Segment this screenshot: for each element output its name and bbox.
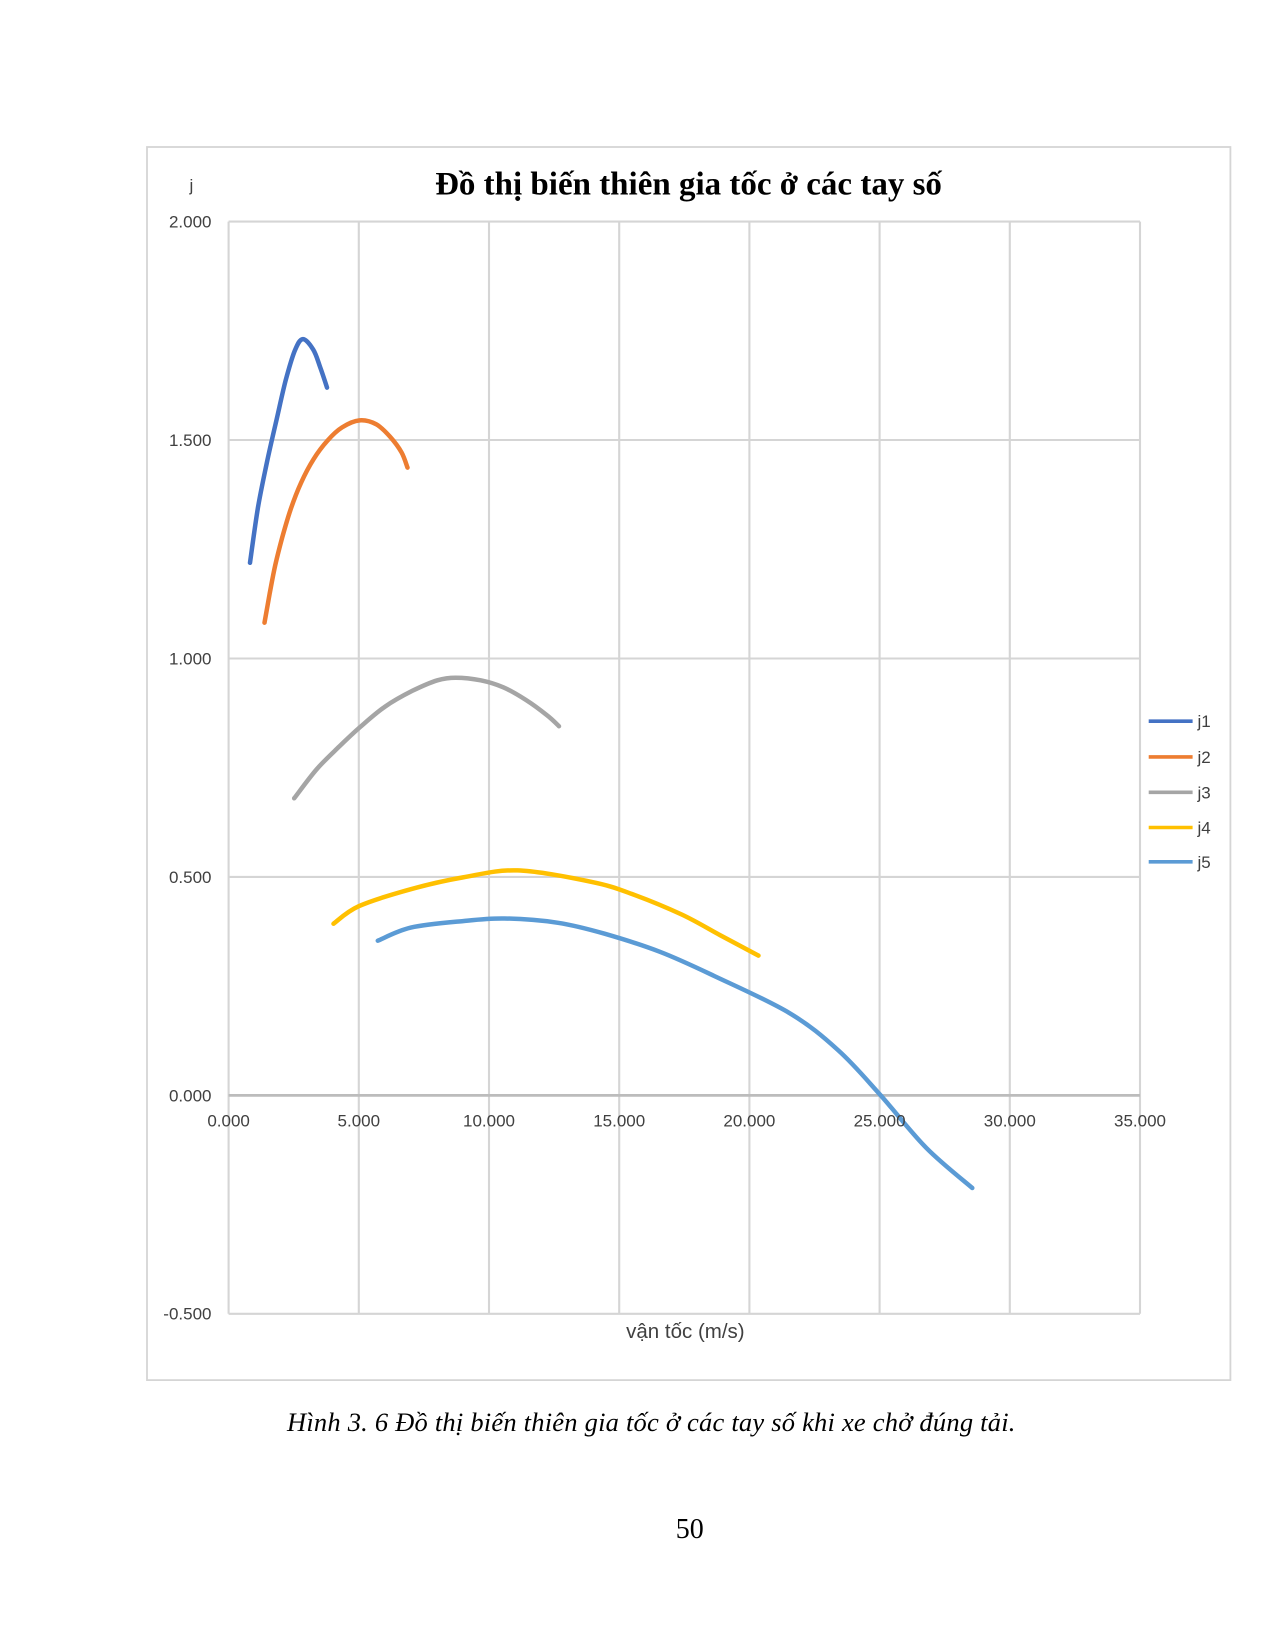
svg-text:30.000: 30.000 — [984, 1112, 1036, 1131]
svg-text:10.000: 10.000 — [463, 1112, 515, 1131]
svg-text:5.000: 5.000 — [338, 1112, 381, 1131]
svg-text:1.000: 1.000 — [169, 649, 212, 668]
svg-text:j5: j5 — [1197, 853, 1211, 872]
svg-text:j3: j3 — [1197, 783, 1211, 802]
svg-text:Đồ thị biến thiên gia tốc ở cá: Đồ thị biến thiên gia tốc ở các tay số — [435, 167, 942, 203]
svg-text:50: 50 — [676, 1514, 704, 1545]
svg-text:-0.500: -0.500 — [163, 1305, 211, 1324]
svg-text:j4: j4 — [1197, 819, 1211, 838]
svg-text:35.000: 35.000 — [1114, 1112, 1166, 1131]
svg-text:2.000: 2.000 — [169, 213, 212, 232]
svg-text:Hình 3. 6 Đồ thị biến thiên gi: Hình 3. 6 Đồ thị biến thiên gia tốc ở cá… — [286, 1407, 1016, 1437]
svg-text:j: j — [189, 176, 194, 195]
svg-text:j2: j2 — [1197, 748, 1211, 767]
svg-text:25.000: 25.000 — [854, 1112, 906, 1131]
svg-text:20.000: 20.000 — [723, 1112, 775, 1131]
svg-text:1.500: 1.500 — [169, 431, 212, 450]
svg-text:vận tốc (m/s): vận tốc (m/s) — [626, 1320, 744, 1343]
svg-text:j1: j1 — [1197, 712, 1211, 731]
svg-text:0.000: 0.000 — [207, 1112, 250, 1131]
svg-text:0.000: 0.000 — [169, 1086, 212, 1105]
svg-text:0.500: 0.500 — [169, 868, 212, 887]
svg-text:15.000: 15.000 — [593, 1112, 645, 1131]
